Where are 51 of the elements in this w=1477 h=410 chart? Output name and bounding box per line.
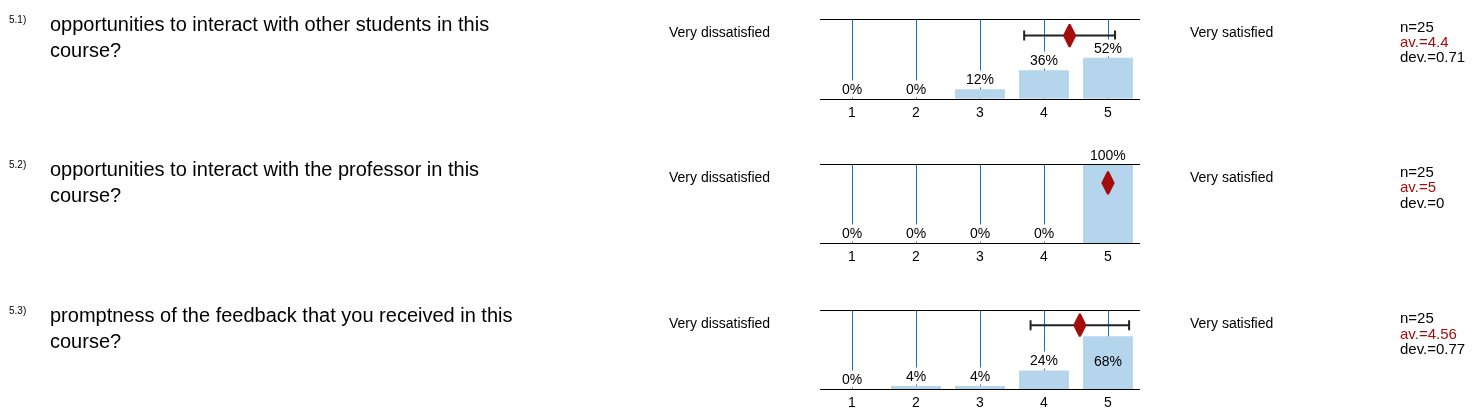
x-tick-label: 1 (848, 103, 857, 120)
x-tick-label: 5 (1104, 394, 1113, 410)
text: dev.=0.71 (1400, 48, 1466, 65)
data-label: 12% (966, 71, 995, 87)
text: promptness of the feedback that you received in this course? (50, 304, 513, 352)
text: n=25 (1400, 163, 1434, 180)
text: av.=5 (1400, 178, 1436, 195)
data-label: 68% (1094, 353, 1123, 369)
data-label: 24% (1030, 352, 1059, 368)
data-label: 0% (842, 371, 863, 387)
text: 5.2) (9, 159, 27, 170)
x-tick-label: 1 (848, 247, 857, 264)
text: Very satisfied (1190, 169, 1274, 185)
text: dev.=0.77 (1400, 340, 1466, 357)
data-label: 0% (906, 225, 927, 241)
text: av.=4.56 (1400, 325, 1457, 342)
data-label: 0% (1034, 225, 1055, 241)
x-tick-label: 5 (1104, 247, 1113, 264)
data-label: 52% (1094, 40, 1123, 56)
text: av.=4.4 (1400, 33, 1449, 50)
x-tick-label: 3 (976, 103, 985, 120)
data-label: 4% (970, 368, 991, 384)
x-tick-label: 3 (976, 247, 985, 264)
x-tick-label: 3 (976, 394, 985, 410)
text: n=25 (1400, 309, 1434, 326)
text: Very satisfied (1190, 315, 1274, 331)
data-label: 100% (1090, 147, 1126, 163)
x-tick-label: 2 (912, 247, 921, 264)
x-tick-label: 4 (1040, 247, 1049, 264)
text: n=25 (1400, 18, 1434, 35)
data-label: 36% (1030, 52, 1059, 68)
text: Very satisfied (1190, 24, 1274, 40)
text: dev.=0 (1400, 194, 1445, 211)
text: 5.1) (9, 14, 27, 25)
text: opportunities to interact with other students in this course? (50, 13, 490, 61)
text: Very dissatisfied (669, 169, 771, 185)
x-tick-label: 2 (912, 394, 921, 410)
data-label: 0% (842, 81, 863, 97)
data-label: 4% (906, 368, 927, 384)
text: Very dissatisfied (669, 24, 771, 40)
x-tick-label: 2 (912, 103, 921, 120)
data-label: 0% (842, 225, 863, 241)
x-tick-label: 4 (1040, 394, 1049, 410)
x-tick-label: 5 (1104, 103, 1113, 120)
text: Very dissatisfied (669, 315, 771, 331)
x-tick-label: 1 (848, 394, 857, 410)
data-label: 0% (970, 225, 991, 241)
text: opportunities to interact with the professor in this course? (50, 158, 480, 206)
x-tick-label: 4 (1040, 103, 1049, 120)
text: 5.3) (9, 305, 27, 316)
data-label: 0% (906, 81, 927, 97)
